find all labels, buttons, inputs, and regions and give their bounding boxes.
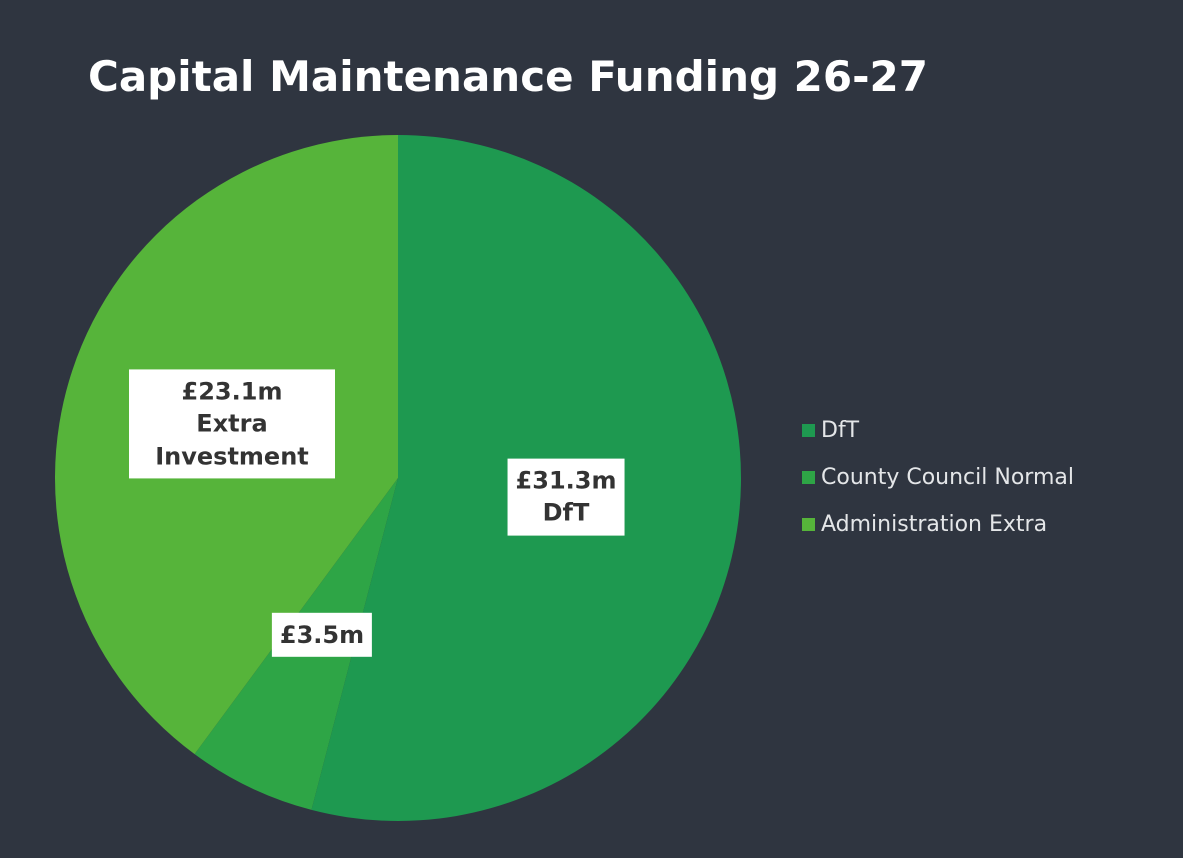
legend-label: County Council Normal xyxy=(821,465,1074,490)
chart-title: Capital Maintenance Funding 26-27 xyxy=(88,52,928,101)
legend-label: DfT xyxy=(821,418,860,443)
data-label-value: £23.1m xyxy=(181,377,283,406)
legend-swatch xyxy=(802,518,815,531)
data-label-note: DfT xyxy=(542,499,590,527)
data-label-value: £31.3m xyxy=(515,466,617,495)
legend-swatch xyxy=(802,424,815,437)
data-label: £23.1m Extra Investment xyxy=(129,369,335,479)
legend-item: Administration Extra xyxy=(802,512,1047,537)
data-label: £3.5m xyxy=(271,612,373,658)
legend-item: County Council Normal xyxy=(802,465,1074,490)
legend-swatch xyxy=(802,471,815,484)
legend-label: Administration Extra xyxy=(821,512,1048,537)
data-label-note: Extra Investment xyxy=(155,409,309,471)
data-label-value: £3.5m xyxy=(279,620,365,649)
legend-item: DfT xyxy=(802,418,859,443)
data-label: £31.3m DfT xyxy=(507,458,625,536)
